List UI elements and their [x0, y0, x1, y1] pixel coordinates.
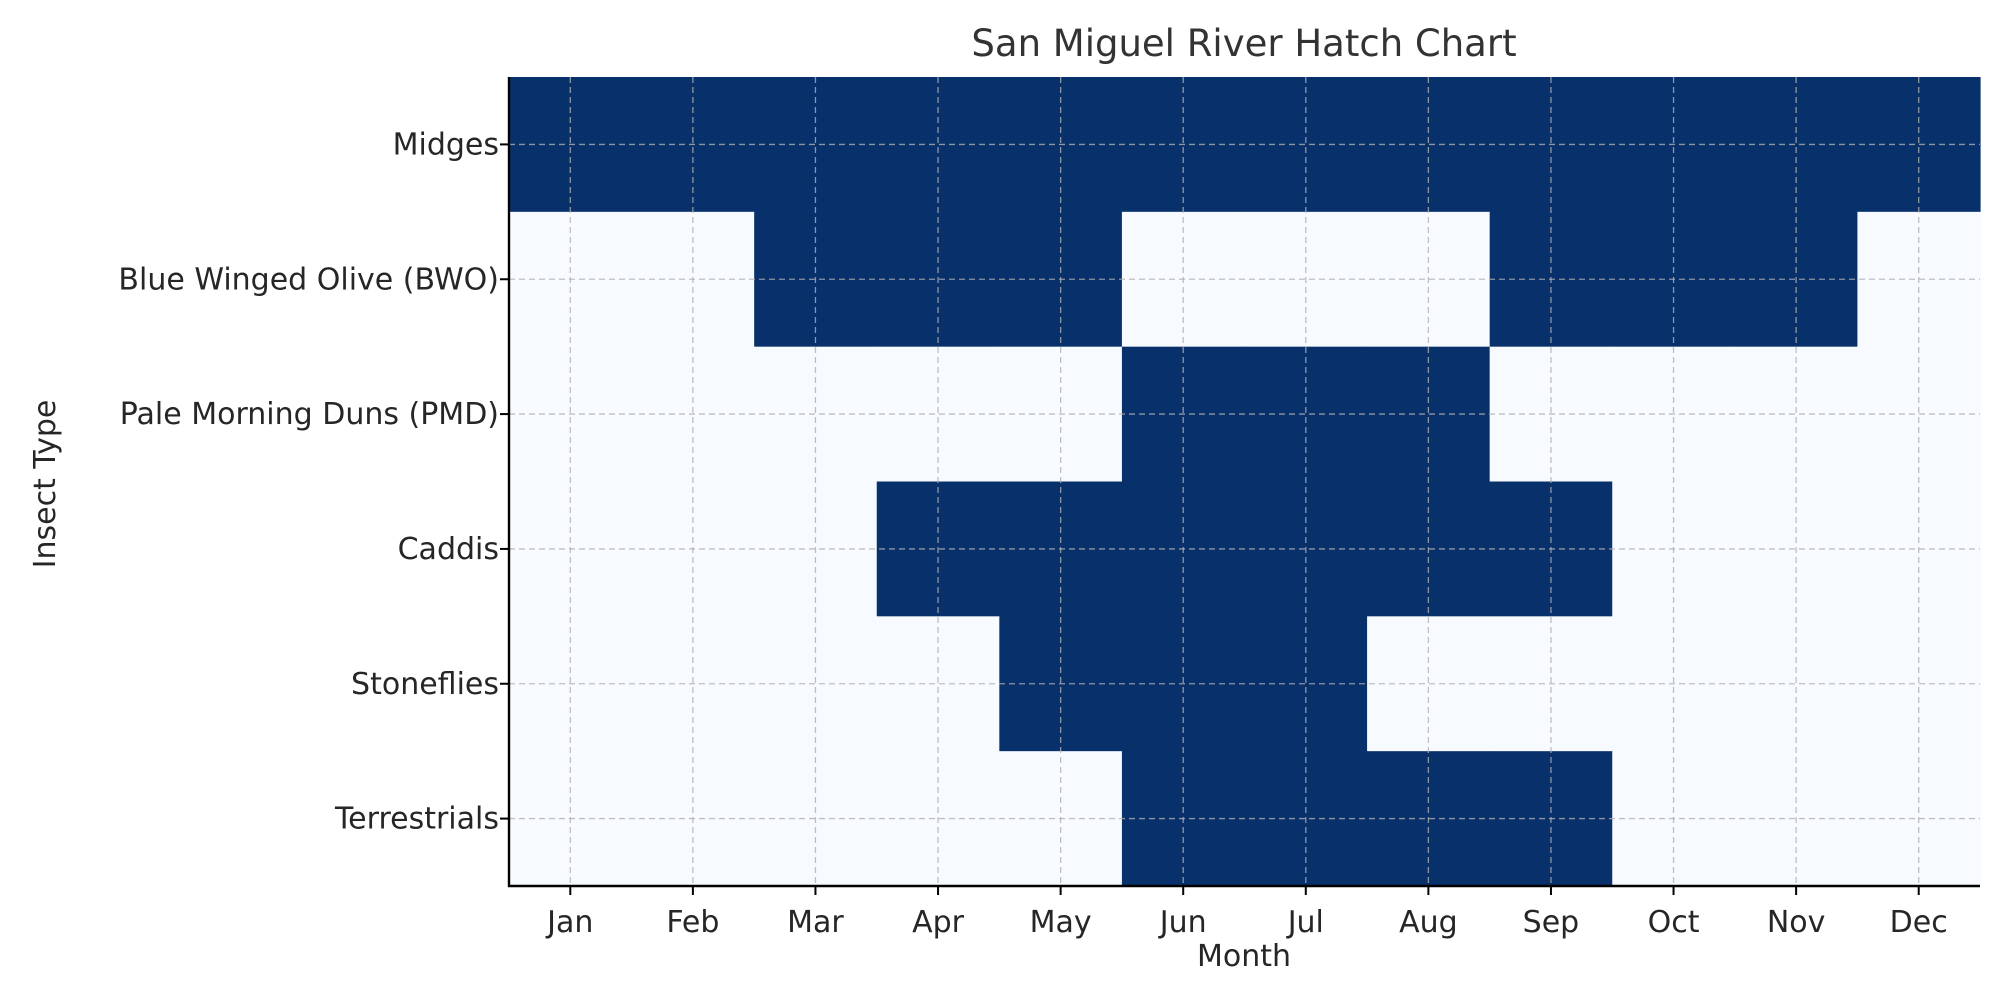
- x-tick-label: Mar: [787, 905, 844, 940]
- y-tick-label: Caddis: [398, 532, 499, 567]
- tick-labels: Jan Feb Mar Apr May Jun Jul Aug Sep Oct Nov Dec Midg…: [118, 127, 1947, 940]
- x-tick-label: Sep: [1523, 905, 1580, 940]
- chart-title: San Miguel River Hatch Chart: [971, 22, 1516, 65]
- y-tick-label: Pale Morning Duns (PMD): [120, 397, 499, 432]
- y-tick-label: Midges: [393, 127, 499, 162]
- x-axis-label: Month: [1197, 939, 1291, 974]
- x-tick-label: Jan: [545, 905, 593, 940]
- heatmap-cells: [509, 77, 1981, 887]
- x-tick-label: Aug: [1399, 905, 1458, 940]
- x-tick-label: Jul: [1286, 905, 1324, 940]
- x-tick-label: Apr: [912, 905, 965, 940]
- axes: [507, 77, 1980, 888]
- grid-lines: [509, 77, 1980, 886]
- x-tick-label: Jun: [1158, 905, 1207, 940]
- x-tick-label: Nov: [1767, 905, 1826, 940]
- x-tick-label: May: [1030, 905, 1092, 940]
- x-tick-label: Oct: [1648, 905, 1700, 940]
- y-tick-label: Stoneflies: [351, 667, 499, 702]
- y-tick-label: Terrestrials: [334, 802, 499, 837]
- y-tick-label: Blue Winged Olive (BWO): [118, 262, 499, 297]
- x-tick-label: Feb: [666, 905, 719, 940]
- y-axis-label: Insect Type: [28, 400, 63, 569]
- x-tick-label: Dec: [1890, 905, 1948, 940]
